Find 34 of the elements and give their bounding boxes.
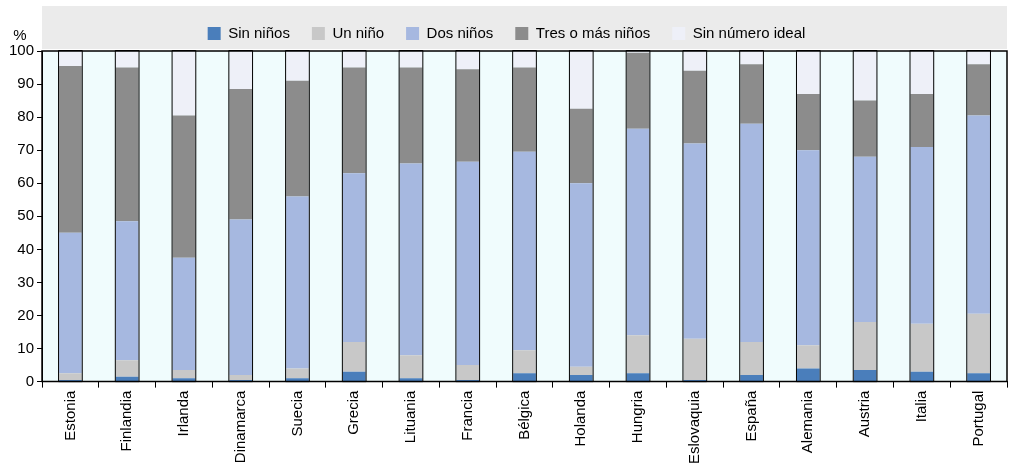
y-tick-label: 20 xyxy=(17,305,35,323)
x-tick-label: Dinamarca xyxy=(230,389,248,464)
y-tick-label: 10 xyxy=(17,338,35,356)
x-tick-label: Bélgica xyxy=(514,389,532,440)
y-axis-title: % xyxy=(13,25,27,43)
x-tick-label: Suecia xyxy=(287,389,305,437)
x-tick-label: Lituania xyxy=(401,389,419,444)
y-tick-label: 100 xyxy=(9,41,35,59)
x-tick-label: Grecia xyxy=(344,389,362,435)
x-tick-label: Austria xyxy=(855,389,873,438)
y-tick-label: 80 xyxy=(17,107,35,125)
x-tick-label: Alemania xyxy=(798,389,816,454)
y-tick-label: 30 xyxy=(17,272,35,290)
x-tick-label: Hungria xyxy=(628,389,646,444)
legend-label: Un niño xyxy=(332,23,385,41)
x-tick-label: Portugal xyxy=(968,390,986,447)
x-tick-label: España xyxy=(741,389,759,442)
x-tick-label: Finlandia xyxy=(117,389,135,452)
y-tick-label: 70 xyxy=(17,140,35,158)
x-tick-label: Francia xyxy=(457,389,475,441)
y-tick-label: 40 xyxy=(17,239,35,257)
x-tick-label: Irlanda xyxy=(174,389,192,437)
legend-label: Tres o más niños xyxy=(535,23,651,41)
x-tick-label: Eslovaquia xyxy=(684,389,702,465)
x-tick-label: Italia xyxy=(912,389,929,423)
x-tick-label: Estonia xyxy=(60,389,78,441)
legend-label: Sin número ideal xyxy=(692,23,806,41)
y-tick-label: 90 xyxy=(17,74,35,92)
y-tick-label: 60 xyxy=(17,173,35,191)
y-tick-label: 50 xyxy=(17,206,35,224)
legend-label: Sin niños xyxy=(228,23,290,41)
legend-label: Dos niños xyxy=(426,23,494,41)
x-tick-label: Holanda xyxy=(571,389,589,447)
y-tick-label: 0 xyxy=(25,371,35,389)
